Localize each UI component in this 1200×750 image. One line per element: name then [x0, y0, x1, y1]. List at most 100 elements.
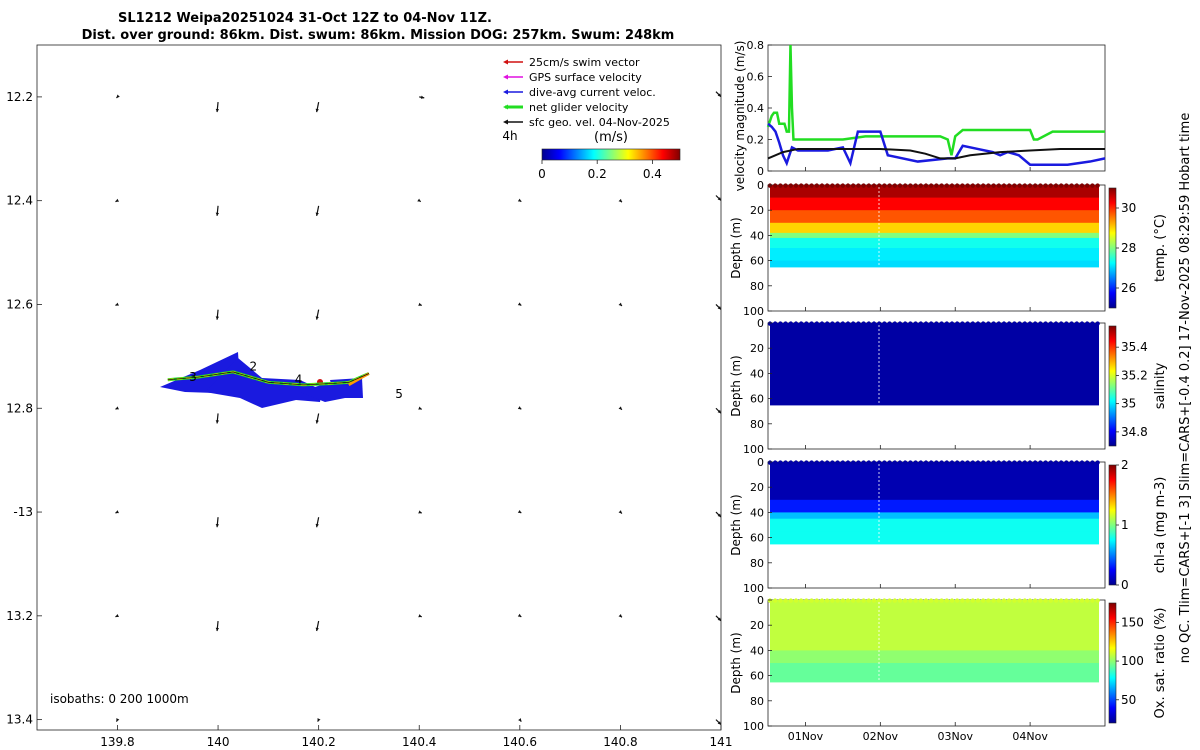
chlorophyll-surface-dot: [804, 460, 809, 465]
temperature-surface-dot: [773, 183, 778, 188]
map-x-ticks: 139.8 140 140.2 140.4 140.6 140.8 141: [100, 725, 732, 749]
geo-vector-head: [417, 198, 421, 202]
map-colorbar-ticks: 0 0.2 0.4: [538, 160, 662, 181]
salinity-surface-dot: [814, 321, 819, 326]
salinity-surface-dot: [809, 321, 814, 326]
isobaths-label: isobaths: 0 200 1000m: [50, 692, 189, 706]
temperature-surface-dot: [845, 183, 851, 188]
geo-vector-head: [315, 420, 319, 424]
chlorophyll-surface-dot: [965, 460, 970, 465]
oxygen-surface-dot: [981, 598, 986, 603]
velocity-series-line: [767, 147, 1105, 160]
oxygen-band: [770, 600, 1099, 651]
temperature-surface-dot: [1038, 183, 1043, 188]
temperature-surface-dot: [949, 183, 955, 188]
velocity-series-line: [767, 122, 1106, 167]
temperature-surface-dot: [975, 183, 981, 188]
oxygen-y-tick-label: 40: [750, 644, 764, 657]
salinity-surface-dot: [949, 321, 955, 326]
temperature-surface-dot: [783, 183, 788, 188]
geo-vector-head: [420, 95, 425, 99]
temperature-surface-dot: [882, 183, 887, 188]
salinity-y-tick-label: 80: [750, 418, 764, 431]
temperature-surface-dot: [856, 183, 861, 188]
salinity-surface-dot: [908, 321, 913, 326]
temperature-surface-dot: [981, 183, 986, 188]
temperature-band: [770, 197, 1099, 211]
geo-vector-head: [215, 420, 220, 424]
salinity-cbar-tick-label: 35.4: [1121, 340, 1148, 354]
chlorophyll-surface-dot: [835, 460, 840, 465]
legend-label: dive-avg current veloc.: [529, 86, 656, 99]
salinity-cbar-label: salinity: [1153, 362, 1168, 409]
salinity-surface-dot: [939, 321, 944, 326]
geo-vector-head: [618, 510, 622, 514]
chlorophyll-surface-dot: [840, 460, 845, 465]
temperature-surface-dot: [934, 183, 939, 188]
temperature-surface-dot: [970, 183, 975, 188]
chlorophyll-surface-dot: [1090, 460, 1095, 465]
temperature-surface-dot: [913, 183, 918, 188]
salinity-surface-dot: [955, 321, 960, 326]
temperature-surface-dot: [1095, 183, 1100, 188]
salinity-surface-dot: [793, 321, 799, 326]
oxygen-surface-dot: [1064, 598, 1069, 603]
oxygen-ylabel: Depth (m): [729, 632, 743, 693]
oxygen-surface-dot: [804, 598, 809, 603]
legend-time-label: 4h: [502, 129, 517, 143]
geo-vector-head: [115, 198, 119, 202]
chlorophyll-surface-dot: [949, 460, 955, 465]
salinity-surface-dot: [996, 321, 1001, 326]
chlorophyll-surface-dot: [955, 460, 960, 465]
chlorophyll-y-tick-label: 80: [750, 557, 764, 570]
oxygen-surface-dot: [939, 598, 944, 603]
salinity-surface-dot: [1012, 321, 1017, 326]
time-x-tick-label: 02Nov: [863, 730, 899, 743]
salinity-surface-dot: [1038, 321, 1043, 326]
temperature-surface-dot: [825, 183, 830, 188]
chlorophyll-surface-dot: [892, 460, 897, 465]
title-line2: Dist. over ground: 86km. Dist. swum: 86k…: [82, 28, 675, 43]
oxygen-surface-dot: [913, 598, 918, 603]
temperature-surface-dot: [918, 183, 923, 188]
temperature-y-tick-label: 0: [757, 179, 764, 192]
geo-vector-head: [215, 108, 220, 113]
temperature-ylabel: Depth (m): [729, 217, 743, 278]
chlorophyll-cbar-tick-label: 0: [1121, 578, 1129, 592]
temperature-surface-dot: [851, 183, 856, 188]
chlorophyll-panel: 0 20 40 60 80 100 Depth (m) 0 1 2 chl-a (mg m-3): [729, 456, 1168, 595]
temperature-surface-dot: [1048, 183, 1054, 188]
map-y-ticks: 12.2 12.4 12.6 12.8 -13 13.2 13.4: [6, 90, 42, 727]
geo-vector-head: [717, 617, 721, 621]
day-marker-label: 5: [395, 387, 403, 401]
salinity-surface-dot: [986, 321, 991, 326]
temperature-surface-dot: [929, 183, 934, 188]
geo-vector-head: [717, 721, 721, 725]
temperature-cbar-tick-label: 28: [1121, 241, 1136, 255]
geo-vector-head: [315, 108, 319, 113]
temperature-surface-dot: [1012, 183, 1017, 188]
chlorophyll-surface-dot: [1069, 460, 1074, 465]
chlorophyll-y-tick-label: 20: [750, 481, 764, 494]
chlorophyll-surface-dot: [970, 460, 975, 465]
oxygen-surface-dot: [845, 598, 851, 603]
day-markers: 2 3 4 5: [189, 360, 403, 402]
temperature-surface-dot: [793, 183, 799, 188]
colorbar-tick-label: 0.4: [643, 167, 662, 181]
chlorophyll-surface-dot: [778, 460, 783, 465]
salinity-surface-dot: [903, 321, 908, 326]
chlorophyll-surface-dot: [923, 460, 929, 465]
map-panel: 139.8 140 140.2 140.4 140.6 140.8 141 12.2 12.4…: [6, 44, 732, 749]
oxygen-band: [770, 650, 1099, 664]
salinity-surface-dot: [1027, 321, 1033, 326]
legend-arrowhead: [503, 74, 508, 80]
legend-label: GPS surface velocity: [529, 71, 642, 84]
temperature-surface-dot: [778, 183, 783, 188]
oxygen-cbar-tick-label: 50: [1121, 693, 1136, 707]
chlorophyll-surface-dot: [877, 460, 882, 465]
oxygen-y-tick-label: 100: [743, 720, 764, 733]
salinity-surface-dot: [866, 321, 871, 326]
temperature-surface-dot: [1033, 183, 1038, 188]
map-x-tick-label: 140.2: [301, 735, 335, 749]
chlorophyll-y-tick-label: 40: [750, 506, 764, 519]
